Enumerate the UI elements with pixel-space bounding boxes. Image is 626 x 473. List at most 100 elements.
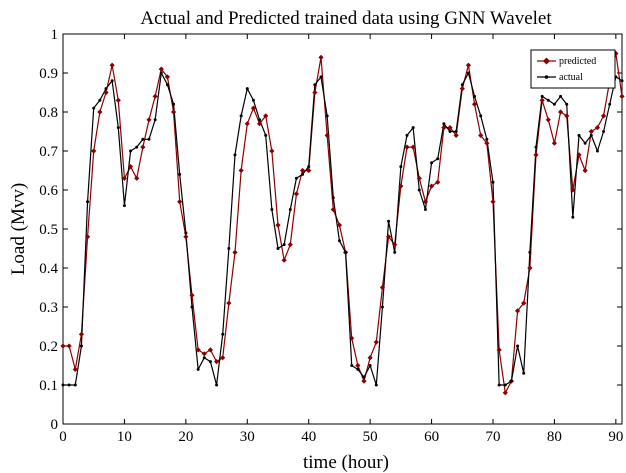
data-point-predicted xyxy=(244,121,250,127)
data-point-predicted xyxy=(256,121,263,127)
data-point-predicted xyxy=(78,331,85,337)
data-point-actual xyxy=(417,188,421,192)
x-tick-label: 60 xyxy=(424,429,439,445)
data-point-actual xyxy=(497,383,501,387)
data-point-actual xyxy=(129,149,133,153)
data-point-actual xyxy=(473,94,477,98)
data-point-predicted xyxy=(600,113,607,119)
y-tick-label: 0.1 xyxy=(39,378,58,394)
data-point-actual xyxy=(245,87,249,91)
data-point-actual xyxy=(251,98,255,102)
data-point-actual xyxy=(294,176,298,180)
data-point-predicted xyxy=(527,265,533,271)
data-point-predicted xyxy=(299,167,306,174)
data-point-predicted xyxy=(213,359,220,365)
data-point-actual xyxy=(362,375,366,379)
data-point-actual xyxy=(165,83,169,87)
data-point-predicted xyxy=(318,54,324,60)
data-point-actual xyxy=(466,71,470,75)
data-point-actual xyxy=(159,71,163,75)
data-point-predicted xyxy=(453,132,459,138)
data-point-predicted xyxy=(84,234,91,240)
data-point-actual xyxy=(350,364,354,367)
data-point-actual xyxy=(608,102,612,106)
data-point-predicted xyxy=(447,125,453,131)
data-point-actual xyxy=(399,165,403,169)
y-tick-label: 0.9 xyxy=(39,66,58,82)
data-point-actual xyxy=(337,239,341,243)
data-point-actual xyxy=(264,133,268,137)
data-point-predicted xyxy=(551,140,558,146)
data-point-predicted xyxy=(115,97,121,103)
data-point-actual xyxy=(104,87,108,91)
data-point-predicted xyxy=(275,222,281,228)
x-tick-label: 10 xyxy=(117,429,132,445)
data-point-predicted xyxy=(97,109,103,115)
data-point-predicted xyxy=(502,390,508,396)
x-tick-label: 80 xyxy=(547,429,562,445)
data-point-predicted xyxy=(324,132,330,138)
series-line-actual xyxy=(63,72,623,386)
data-point-predicted xyxy=(66,343,72,349)
data-point-predicted xyxy=(373,339,379,345)
data-point-predicted xyxy=(465,62,472,68)
data-point-actual xyxy=(485,137,489,141)
data-point-predicted xyxy=(379,284,386,291)
data-point-actual xyxy=(215,383,219,387)
data-point-actual xyxy=(172,102,176,106)
x-tick-label: 70 xyxy=(486,429,501,445)
x-axis-label: time (hour) xyxy=(303,452,389,473)
data-point-predicted xyxy=(103,89,109,96)
data-point-actual xyxy=(141,137,145,141)
data-point-predicted xyxy=(570,187,576,193)
data-point-predicted xyxy=(619,93,625,99)
data-point-predicted xyxy=(435,179,441,185)
data-point-actual xyxy=(319,75,323,79)
data-point-predicted xyxy=(545,117,551,123)
data-point-actual xyxy=(325,114,329,118)
y-tick-label: 0.6 xyxy=(39,183,58,199)
data-point-actual xyxy=(393,250,397,254)
data-point-actual xyxy=(313,83,317,87)
data-point-actual xyxy=(98,98,102,102)
y-tick-label: 1 xyxy=(51,27,59,43)
data-point-actual xyxy=(430,161,434,165)
data-point-actual xyxy=(73,383,77,387)
data-point-actual xyxy=(552,102,556,106)
data-point-actual xyxy=(153,118,157,122)
x-tick-label: 40 xyxy=(301,429,316,445)
data-point-predicted xyxy=(121,175,128,181)
data-point-actual xyxy=(190,305,194,309)
legend-marker-actual xyxy=(544,75,549,79)
data-point-actual xyxy=(86,200,90,204)
data-point-predicted xyxy=(367,355,373,361)
data-point-actual xyxy=(374,383,378,387)
data-point-actual xyxy=(387,219,391,223)
data-point-actual xyxy=(589,133,593,137)
data-point-actual xyxy=(380,305,384,309)
data-point-predicted xyxy=(60,343,66,349)
x-tick-label: 0 xyxy=(59,429,67,445)
data-point-actual xyxy=(147,137,151,141)
data-point-actual xyxy=(116,126,120,130)
data-point-actual xyxy=(221,332,225,336)
data-point-predicted xyxy=(152,93,158,99)
x-tick-label: 20 xyxy=(178,429,193,445)
data-point-actual xyxy=(208,360,212,364)
data-point-actual xyxy=(92,106,96,110)
data-point-actual xyxy=(595,149,599,153)
data-point-predicted xyxy=(146,117,152,123)
data-point-actual xyxy=(448,130,452,133)
data-point-predicted xyxy=(336,222,343,228)
data-point-predicted xyxy=(330,206,336,213)
data-point-predicted xyxy=(293,191,300,197)
data-point-actual xyxy=(583,141,587,145)
data-point-predicted xyxy=(564,113,570,119)
data-point-predicted xyxy=(361,378,367,384)
data-point-predicted xyxy=(109,62,115,68)
data-point-actual xyxy=(110,79,114,83)
data-point-predicted xyxy=(588,128,594,135)
data-point-predicted xyxy=(471,101,478,107)
series-markers xyxy=(60,50,625,396)
